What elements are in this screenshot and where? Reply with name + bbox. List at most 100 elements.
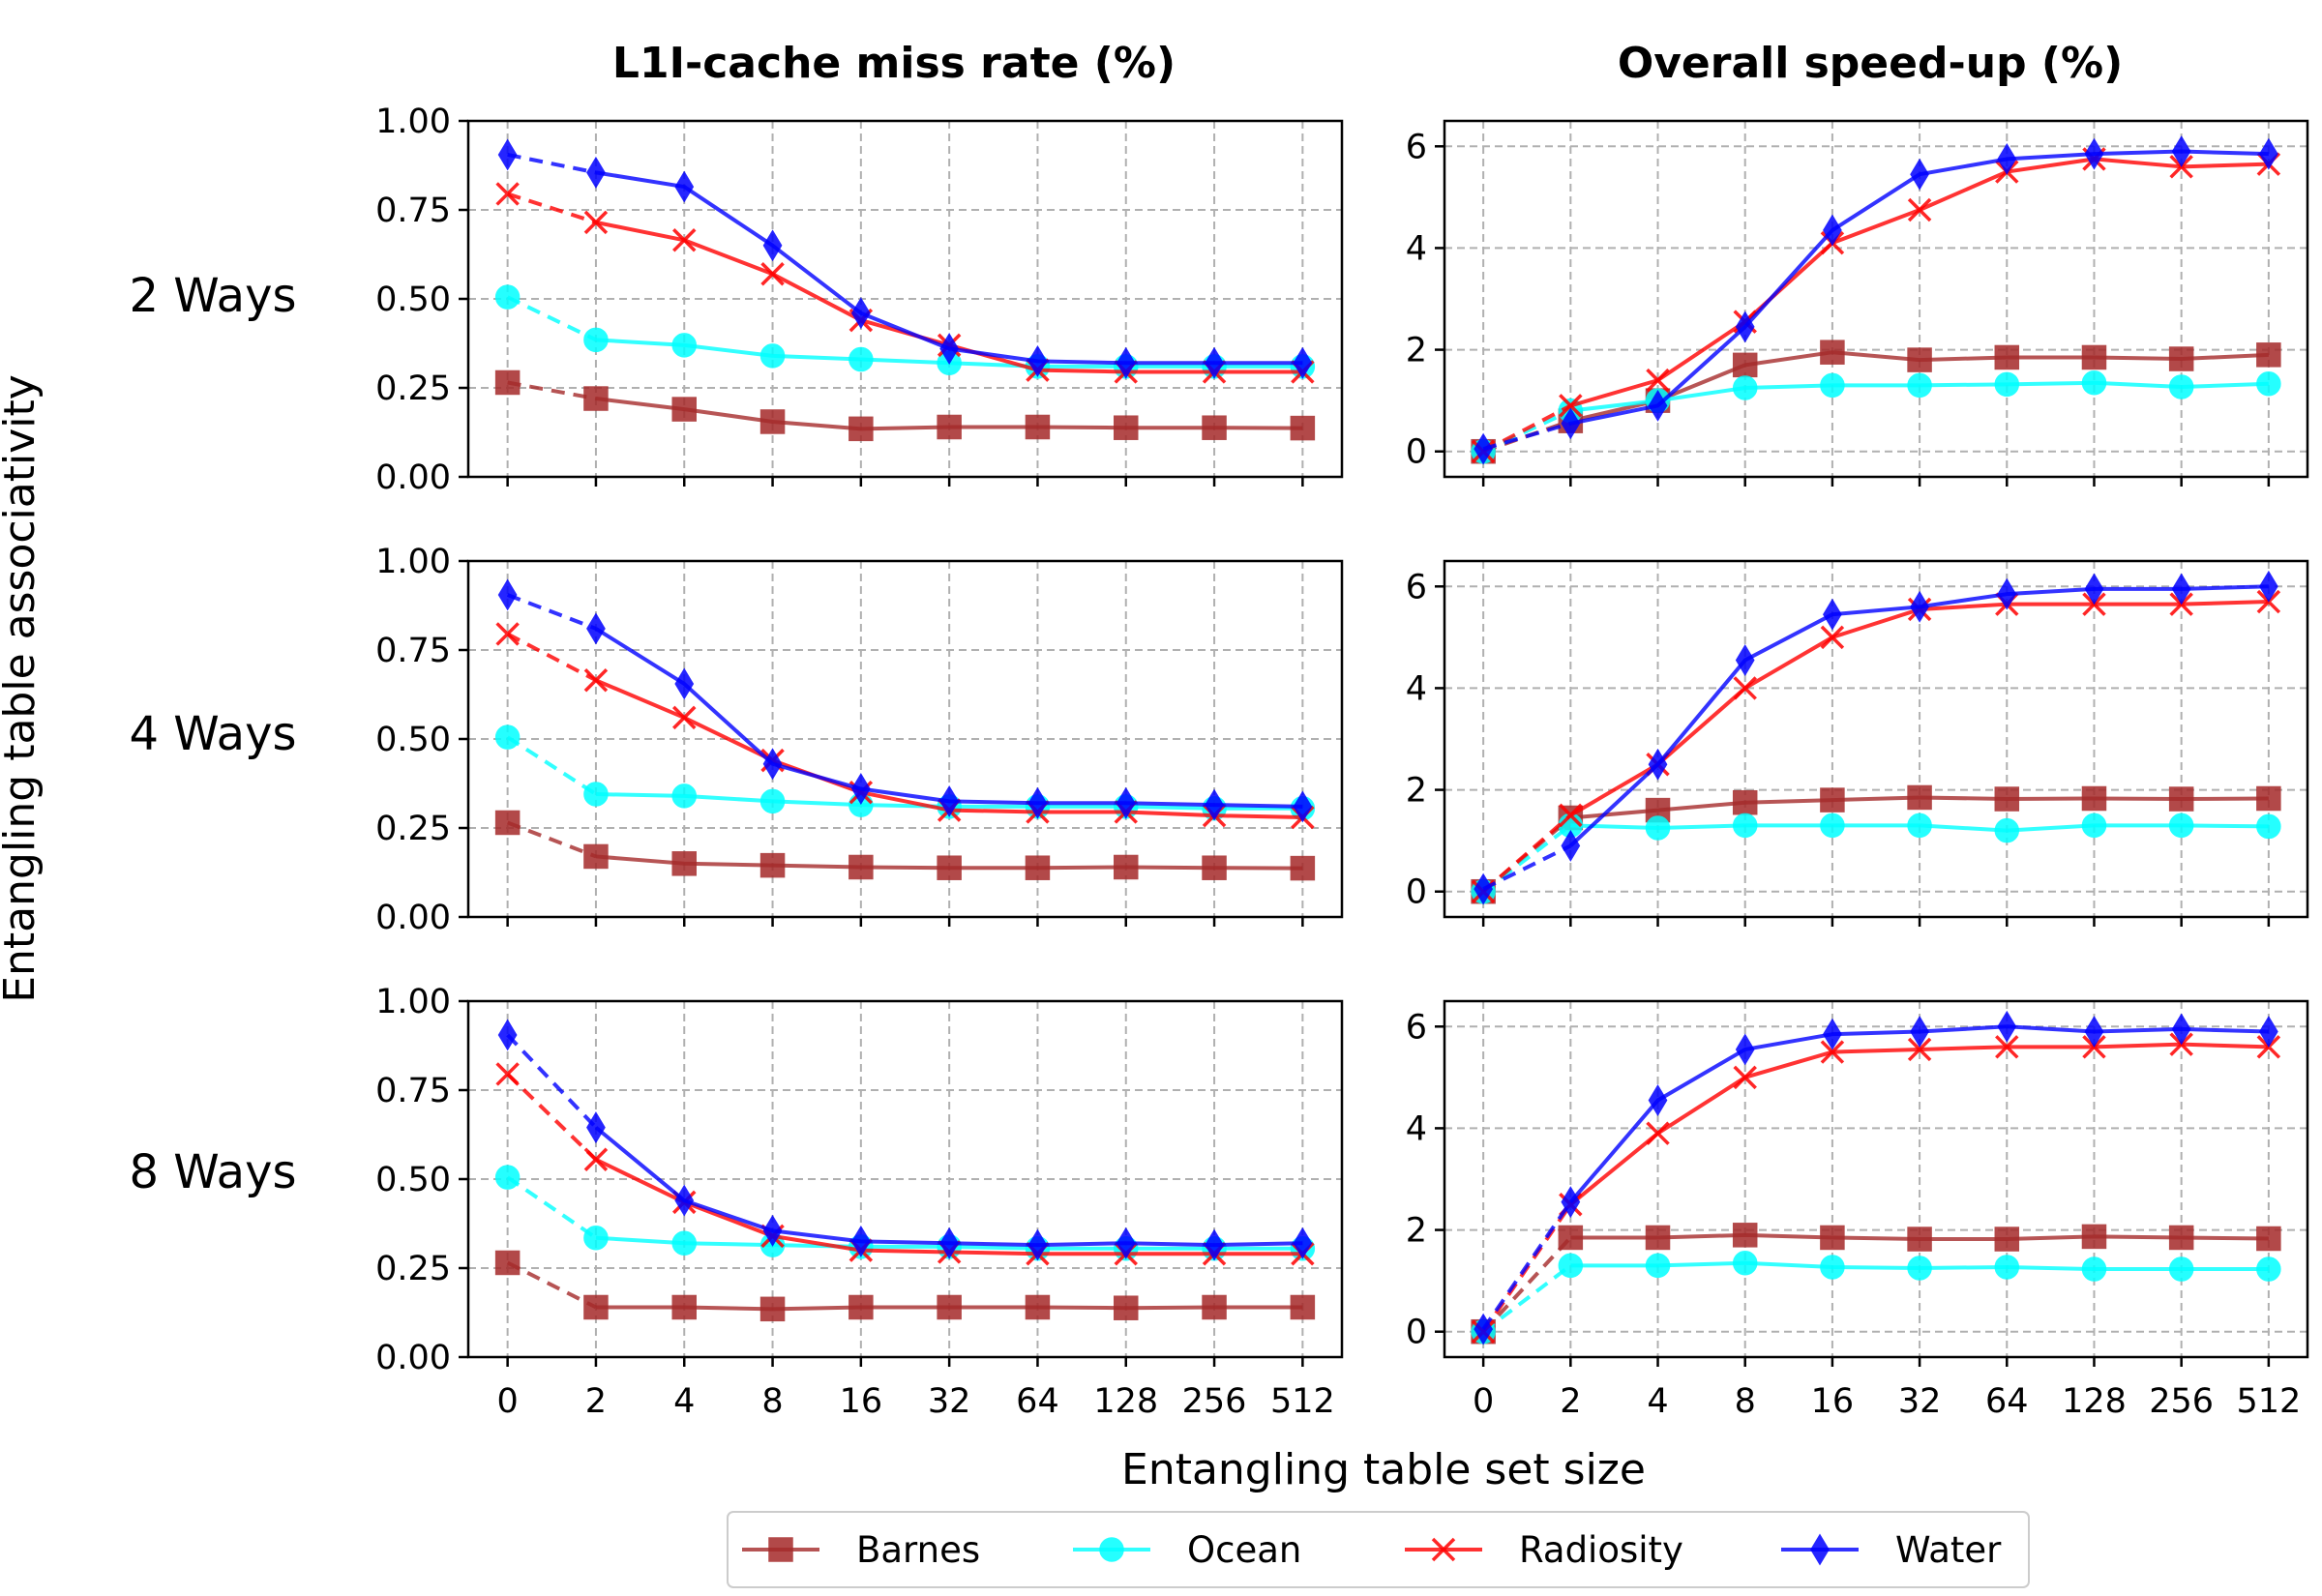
x-tick-label: 512 bbox=[2236, 1382, 2301, 1421]
point-ocean bbox=[583, 782, 609, 807]
series-barnes-dashed-segment bbox=[506, 820, 597, 859]
y-tick-label: 0 bbox=[1406, 433, 1427, 472]
point-barnes bbox=[583, 1294, 609, 1320]
row-label-2-ways: 2 Ways bbox=[129, 269, 296, 323]
series-water bbox=[497, 138, 1313, 379]
point-barnes bbox=[759, 409, 786, 434]
row-label-4-ways: 4 Ways bbox=[129, 707, 296, 761]
series-barnes-dashed-segment bbox=[507, 380, 597, 401]
x-tick-label: 64 bbox=[1016, 1382, 1059, 1421]
legend-label-barnes: Barnes bbox=[856, 1529, 980, 1571]
x-tick-label: 256 bbox=[1182, 1382, 1247, 1421]
y-tick-label: 0.50 bbox=[375, 1161, 451, 1199]
point-water bbox=[762, 1214, 783, 1247]
point-barnes bbox=[848, 854, 874, 880]
series-water bbox=[497, 1019, 1313, 1261]
point-water bbox=[1823, 598, 1842, 631]
point-radiosity bbox=[583, 668, 609, 693]
point-barnes bbox=[2081, 344, 2107, 370]
point-barnes bbox=[1114, 415, 1139, 440]
y-tick-label: 0.00 bbox=[375, 1339, 451, 1377]
series-ocean bbox=[1471, 369, 2281, 464]
y-tick-label: 2 bbox=[1406, 332, 1427, 370]
point-barnes bbox=[2081, 1224, 2107, 1250]
y-tick-label: 0.25 bbox=[375, 369, 451, 408]
point-barnes bbox=[2081, 785, 2107, 812]
point-water bbox=[1293, 346, 1313, 379]
series-water-dashed-segment bbox=[1481, 1200, 1572, 1331]
y-tick-label: 0.75 bbox=[375, 1072, 451, 1110]
x-tick-label: 32 bbox=[928, 1382, 971, 1421]
point-barnes bbox=[1025, 414, 1051, 440]
x-tick-label: 32 bbox=[1898, 1382, 1942, 1421]
point-water bbox=[1648, 389, 1668, 422]
point-water bbox=[850, 1225, 871, 1257]
point-barnes bbox=[671, 1294, 697, 1320]
point-barnes bbox=[2168, 1225, 2194, 1251]
series-barnes bbox=[494, 369, 1316, 442]
point-ocean bbox=[494, 1165, 521, 1190]
point-water bbox=[497, 138, 518, 171]
point-barnes bbox=[1732, 1223, 1758, 1248]
point-barnes bbox=[1732, 789, 1758, 815]
point-ocean bbox=[2081, 1256, 2107, 1282]
point-water bbox=[1735, 644, 1755, 676]
point-water bbox=[1997, 1010, 2017, 1043]
point-water bbox=[2258, 570, 2278, 603]
point-barnes bbox=[1558, 1225, 1584, 1251]
point-ocean bbox=[583, 1225, 609, 1251]
panel-2-ways-miss-rate: 0.00 0.25 0.50 0.75 1.00 bbox=[375, 103, 1344, 497]
y-tick-label: 0.50 bbox=[375, 281, 451, 319]
point-ocean bbox=[2256, 813, 2281, 840]
point-barnes bbox=[1907, 347, 1932, 372]
point-water bbox=[1474, 432, 1494, 465]
point-barnes bbox=[583, 843, 609, 870]
point-barnes bbox=[1732, 352, 1758, 378]
point-radiosity bbox=[583, 1147, 609, 1171]
y-tick-label: 2 bbox=[1406, 1212, 1427, 1251]
legend: Barnes Ocean Radiosity Water bbox=[727, 1511, 2030, 1588]
y-tick-label: 0.00 bbox=[375, 899, 451, 937]
legend-item-ocean: Ocean bbox=[1073, 1529, 1301, 1571]
point-water bbox=[1561, 1186, 1581, 1219]
point-water bbox=[586, 612, 606, 645]
point-water bbox=[1205, 1228, 1224, 1261]
legend-marker-ocean bbox=[1099, 1537, 1124, 1562]
series-ocean-dashed-segment bbox=[1482, 408, 1572, 454]
point-radiosity bbox=[1733, 676, 1757, 700]
point-water bbox=[1735, 310, 1755, 343]
y-tick-label: 2 bbox=[1406, 772, 1427, 811]
point-water bbox=[1910, 158, 1929, 191]
point-water bbox=[939, 784, 960, 817]
x-tick-label: 2 bbox=[585, 1382, 607, 1421]
point-water bbox=[1116, 1227, 1136, 1259]
point-barnes bbox=[494, 369, 521, 396]
point-water bbox=[850, 297, 871, 330]
point-barnes bbox=[1290, 855, 1316, 881]
y-tick-label: 0 bbox=[1406, 1314, 1427, 1352]
x-tick-label: 8 bbox=[1735, 1382, 1756, 1421]
series-ocean-dashed-segment bbox=[1481, 1263, 1572, 1334]
point-barnes bbox=[1025, 1294, 1051, 1320]
x-tick-label: 64 bbox=[1985, 1382, 2029, 1421]
point-barnes bbox=[1114, 854, 1139, 880]
plot-frame bbox=[1443, 999, 2309, 1359]
point-barnes bbox=[1907, 784, 1932, 811]
point-barnes bbox=[937, 414, 962, 440]
point-water bbox=[1205, 346, 1224, 379]
series-water bbox=[1474, 570, 2278, 905]
legend-label-water: Water bbox=[1895, 1529, 2002, 1571]
point-barnes bbox=[1202, 855, 1227, 880]
point-water bbox=[2084, 1016, 2104, 1048]
point-barnes bbox=[1820, 340, 1845, 365]
point-radiosity bbox=[495, 622, 520, 646]
point-barnes bbox=[671, 397, 697, 422]
point-ocean bbox=[1645, 1253, 1671, 1279]
legend-marker-barnes bbox=[768, 1537, 793, 1562]
x-tick-label: 128 bbox=[1093, 1382, 1158, 1421]
point-water bbox=[674, 1184, 695, 1217]
series-water-dashed-segment bbox=[1482, 843, 1572, 891]
point-ocean bbox=[1907, 372, 1932, 399]
point-water bbox=[586, 1111, 606, 1144]
point-water bbox=[2258, 137, 2278, 170]
